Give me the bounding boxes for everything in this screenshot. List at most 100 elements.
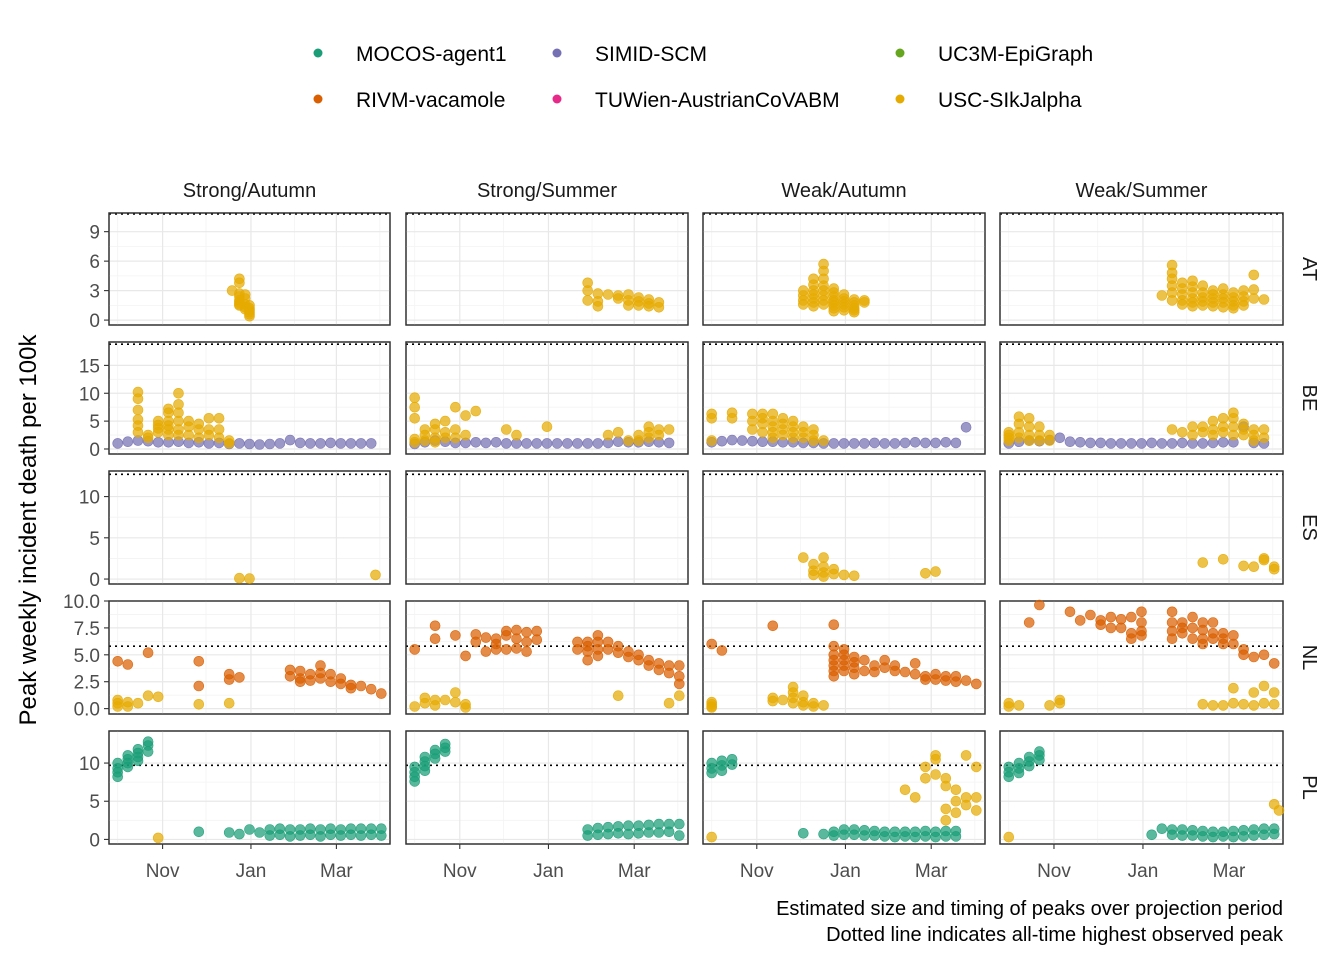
point-usc-sikjalpha [1273,805,1285,816]
point-usc-sikjalpha [1197,557,1209,568]
y-tick-label: 5.0 [74,646,100,667]
point-usc-sikjalpha [1013,432,1025,444]
point-rivm-vacamole [1207,617,1219,628]
point-usc-sikjalpha [797,700,809,711]
point-simid-scm [1146,437,1157,449]
point-rivm-vacamole [950,676,962,688]
point-simid-scm [365,438,377,449]
point-mocos-agent1 [838,829,850,841]
point-simid-scm [335,438,347,449]
point-usc-sikjalpha [1248,435,1260,446]
y-tick-label: 0 [89,311,100,332]
point-usc-sikjalpha [1248,687,1260,698]
point-usc-sikjalpha [409,436,421,448]
point-usc-sikjalpha [142,690,154,702]
point-mocos-agent1 [1217,831,1229,842]
point-usc-sikjalpha [970,761,982,773]
point-simid-scm [726,434,738,446]
point-mocos-agent1 [673,818,685,830]
point-usc-sikjalpha [1268,687,1280,698]
point-simid-scm [1105,438,1117,449]
point-rivm-vacamole [1034,599,1045,611]
point-simid-scm [899,437,911,449]
point-rivm-vacamole [315,673,326,684]
point-simid-scm [879,438,891,449]
point-simid-scm [470,436,482,448]
point-rivm-vacamole [909,668,921,680]
point-rivm-vacamole [122,659,134,670]
point-simid-scm [716,435,728,447]
point-rivm-vacamole [706,638,718,650]
point-usc-sikjalpha [1238,560,1249,572]
point-simid-scm [480,437,492,449]
x-tick-label: Mar [618,861,651,882]
point-rivm-vacamole [1258,649,1270,661]
y-tick-label: 0 [89,440,100,461]
point-usc-sikjalpha [663,697,675,709]
point-usc-sikjalpha [706,831,718,843]
point-simid-scm [254,439,265,450]
point-usc-sikjalpha [623,435,634,446]
point-usc-sikjalpha [838,304,850,316]
point-mocos-agent1 [304,829,316,841]
point-usc-sikjalpha [1217,553,1229,565]
point-mocos-agent1 [726,759,738,770]
point-mocos-agent1 [1023,760,1035,772]
point-rivm-vacamole [1217,638,1229,650]
point-usc-sikjalpha [940,814,952,826]
point-usc-sikjalpha [612,426,624,438]
point-mocos-agent1 [950,831,962,842]
point-rivm-vacamole [521,636,532,648]
point-usc-sikjalpha [439,415,451,427]
point-simid-scm [1136,438,1147,449]
point-simid-scm [848,438,860,449]
point-rivm-vacamole [920,674,931,685]
y-tick-label: 5 [89,529,100,550]
point-simid-scm [940,436,952,448]
point-simid-scm [572,438,583,449]
point-mocos-agent1 [869,830,880,841]
point-usc-sikjalpha [582,295,594,306]
point-rivm-vacamole [1166,606,1178,618]
legend-label-simid-scm: SIMID-SCM [595,43,707,66]
facet-col-label: Strong/Summer [477,180,617,202]
facet-panels: Strong/Autumn Strong/Summer Weak/Autumn Wea… [63,180,1320,882]
point-usc-sikjalpha [818,552,829,563]
y-tick-label: 3 [89,282,100,303]
point-rivm-vacamole [940,675,952,686]
point-usc-sikjalpha [439,432,451,444]
point-mocos-agent1 [1268,828,1280,840]
point-rivm-vacamole [1136,630,1147,641]
point-mocos-agent1 [1003,771,1015,783]
panel-frame [999,600,1284,715]
legend-label-rivm-vacamole: RIVM-vacamole [356,89,505,112]
point-simid-scm [1156,438,1168,449]
y-tick-label: 2.5 [74,673,100,694]
point-usc-sikjalpha [818,571,829,582]
point-usc-sikjalpha [203,412,215,424]
point-rivm-vacamole [848,668,860,680]
point-rivm-vacamole [325,676,336,688]
point-usc-sikjalpha [500,424,512,435]
legend-key-uc3m-epigraph [895,48,905,58]
point-usc-sikjalpha [1003,435,1015,446]
point-rivm-vacamole [500,630,512,641]
legend-key-rivm-vacamole [313,94,323,104]
point-rivm-vacamole [450,630,461,641]
point-rivm-vacamole [429,633,441,645]
panel-border [108,470,391,585]
point-simid-scm [531,438,543,449]
point-mocos-agent1 [1197,831,1209,842]
point-simid-scm [1085,437,1096,449]
point-usc-sikjalpha [663,424,675,435]
point-simid-scm [960,421,972,433]
point-mocos-agent1 [828,830,840,841]
x-tick-label: Nov [1037,861,1071,882]
point-simid-scm [889,438,901,449]
point-mocos-agent1 [879,831,891,842]
point-simid-scm [1054,432,1066,444]
point-simid-scm [294,437,306,449]
point-rivm-vacamole [1136,606,1147,618]
point-mocos-agent1 [818,828,829,840]
point-rivm-vacamole [1197,638,1209,650]
